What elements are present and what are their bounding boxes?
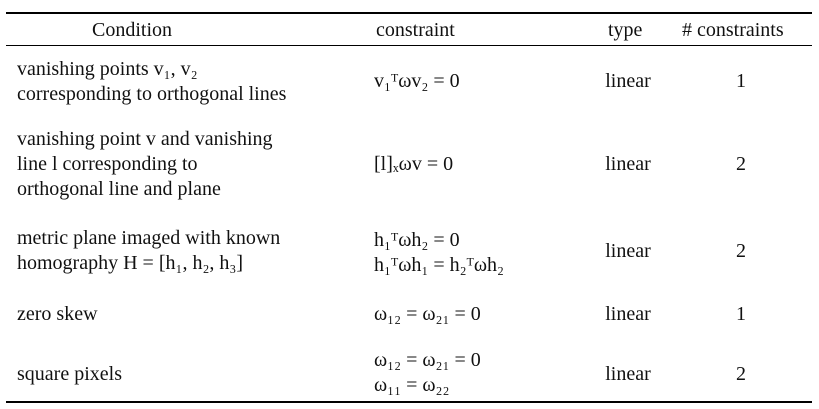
condition-line: vanishing point v and vanishing — [17, 128, 273, 150]
condition-line: square pixels — [17, 363, 122, 385]
header-type: type — [608, 19, 643, 41]
constraint-count: 1 — [736, 303, 746, 325]
condition-line: homography H = [h₁, h₂, h₃] — [17, 252, 244, 274]
table-top-rule — [6, 12, 812, 14]
condition-line: corresponding to orthogonal lines — [17, 83, 287, 105]
header-condition: Condition — [92, 19, 173, 41]
constraint-equation: [l]ₓωv = 0 — [374, 153, 454, 175]
constraint-equation: h₁ᵀωh₂ = 0 — [374, 229, 460, 251]
constraint-type: linear — [605, 363, 651, 385]
constraint-type: linear — [605, 240, 651, 262]
constraint-count: 1 — [736, 70, 746, 92]
constraint-equation: ω₁₂ = ω₂₁ = 0 — [374, 303, 481, 325]
condition-line: metric plane imaged with known — [17, 227, 281, 249]
condition-line: orthogonal line and plane — [17, 178, 221, 200]
table-header-rule — [6, 45, 812, 46]
table-bottom-rule — [6, 401, 812, 403]
condition-line: zero skew — [17, 303, 98, 325]
header-constraint: constraint — [376, 19, 455, 41]
constraint-type: linear — [605, 153, 651, 175]
constraint-count: 2 — [736, 153, 746, 175]
constraint-type: linear — [605, 303, 651, 325]
constraint-count: 2 — [736, 240, 746, 262]
constraint-equation: ω₁₁ = ω₂₂ — [374, 374, 450, 396]
constraint-equation: ω₁₂ = ω₂₁ = 0 — [374, 349, 481, 371]
condition-line: vanishing points v₁, v₂ — [17, 58, 198, 80]
header-constraints-count: # constraints — [682, 19, 784, 41]
condition-line: line l corresponding to — [17, 153, 198, 175]
constraint-count: 2 — [736, 363, 746, 385]
constraint-type: linear — [605, 70, 651, 92]
constraint-equation: h₁ᵀωh₁ = h₂ᵀωh₂ — [374, 254, 504, 276]
constraint-equation: v₁ᵀωv₂ = 0 — [374, 70, 460, 92]
